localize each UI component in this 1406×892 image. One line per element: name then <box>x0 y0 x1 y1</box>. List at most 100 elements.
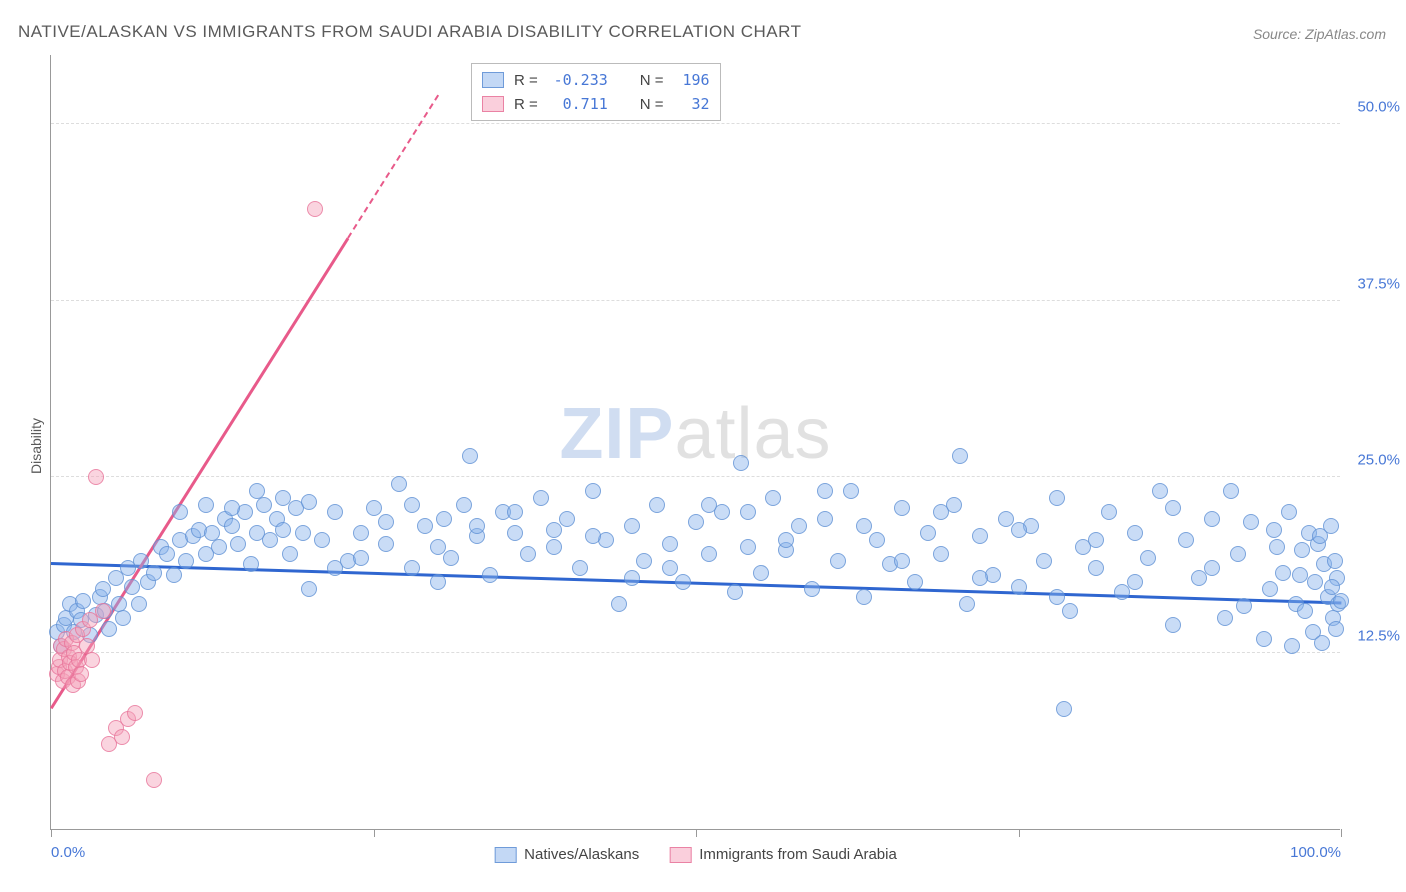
data-point <box>404 560 420 576</box>
data-point <box>353 550 369 566</box>
data-point <box>1140 550 1156 566</box>
data-point <box>1036 553 1052 569</box>
gridline <box>51 476 1340 477</box>
data-point <box>778 532 794 548</box>
data-point <box>546 539 562 555</box>
data-point <box>1165 617 1181 633</box>
data-point <box>1297 603 1313 619</box>
data-point <box>804 581 820 597</box>
data-point <box>1333 593 1349 609</box>
data-point <box>920 525 936 541</box>
x-tick <box>1341 829 1342 837</box>
watermark-atlas: atlas <box>674 394 831 474</box>
trend-line-dashed <box>347 95 439 239</box>
data-point <box>1062 603 1078 619</box>
data-point <box>75 593 91 609</box>
data-point <box>1217 610 1233 626</box>
y-tick-label: 50.0% <box>1357 99 1400 116</box>
data-point <box>1011 579 1027 595</box>
data-point <box>611 596 627 612</box>
data-point <box>972 528 988 544</box>
data-point <box>295 525 311 541</box>
data-point <box>1294 542 1310 558</box>
data-point <box>378 536 394 552</box>
data-point <box>624 518 640 534</box>
y-tick-label: 37.5% <box>1357 275 1400 292</box>
data-point <box>73 666 89 682</box>
data-point <box>275 522 291 538</box>
plot-area: ZIPatlas R =-0.233N =196R =0.711N =32 Na… <box>50 55 1340 830</box>
data-point <box>533 490 549 506</box>
data-point <box>166 567 182 583</box>
correlation-legend: R =-0.233N =196R =0.711N =32 <box>471 63 721 121</box>
data-point <box>146 772 162 788</box>
data-point <box>1178 532 1194 548</box>
data-point <box>172 504 188 520</box>
legend-n-value: 196 <box>674 71 710 89</box>
data-point <box>1165 500 1181 516</box>
data-point <box>469 518 485 534</box>
legend-n-label: N = <box>640 72 664 89</box>
data-point <box>727 584 743 600</box>
y-tick-label: 25.0% <box>1357 451 1400 468</box>
data-point <box>114 729 130 745</box>
legend-r-value: 0.711 <box>548 95 608 113</box>
data-point <box>1262 581 1278 597</box>
data-point <box>1312 528 1328 544</box>
data-point <box>1230 546 1246 562</box>
data-point <box>1281 504 1297 520</box>
data-point <box>765 490 781 506</box>
data-point <box>1049 490 1065 506</box>
data-point <box>243 556 259 572</box>
data-point <box>378 514 394 530</box>
data-point <box>353 525 369 541</box>
data-point <box>740 504 756 520</box>
data-point <box>856 589 872 605</box>
data-point <box>124 579 140 595</box>
data-point <box>146 565 162 581</box>
data-point <box>843 483 859 499</box>
data-point <box>282 546 298 562</box>
swatch-pink <box>669 847 691 863</box>
data-point <box>933 504 949 520</box>
data-point <box>178 553 194 569</box>
x-tick <box>696 829 697 837</box>
legend-item: Immigrants from Saudi Arabia <box>669 846 897 863</box>
data-point <box>88 469 104 485</box>
data-point <box>95 581 111 597</box>
watermark: ZIPatlas <box>559 393 831 475</box>
data-point <box>1204 511 1220 527</box>
data-point <box>740 539 756 555</box>
data-point <box>211 539 227 555</box>
data-point <box>791 518 807 534</box>
data-point <box>84 652 100 668</box>
data-point <box>159 546 175 562</box>
data-point <box>753 565 769 581</box>
x-tick-label: 0.0% <box>51 844 85 861</box>
legend-label: Immigrants from Saudi Arabia <box>699 846 897 863</box>
data-point <box>1275 565 1291 581</box>
data-point <box>701 497 717 513</box>
data-point <box>1307 574 1323 590</box>
data-point <box>417 518 433 534</box>
data-point <box>1324 579 1340 595</box>
legend-item: Natives/Alaskans <box>494 846 639 863</box>
data-point <box>972 570 988 586</box>
data-point <box>1314 635 1330 651</box>
swatch-blue <box>482 72 504 88</box>
legend-r-value: -0.233 <box>548 71 608 89</box>
data-point <box>1056 701 1072 717</box>
data-point <box>327 560 343 576</box>
data-point <box>817 511 833 527</box>
data-point <box>482 567 498 583</box>
data-point <box>817 483 833 499</box>
data-point <box>436 511 452 527</box>
data-point <box>1127 525 1143 541</box>
data-point <box>314 532 330 548</box>
data-point <box>115 610 131 626</box>
data-point <box>249 483 265 499</box>
legend-row: R =-0.233N =196 <box>482 68 710 92</box>
data-point <box>952 448 968 464</box>
legend-n-value: 32 <box>674 95 710 113</box>
data-point <box>1088 560 1104 576</box>
